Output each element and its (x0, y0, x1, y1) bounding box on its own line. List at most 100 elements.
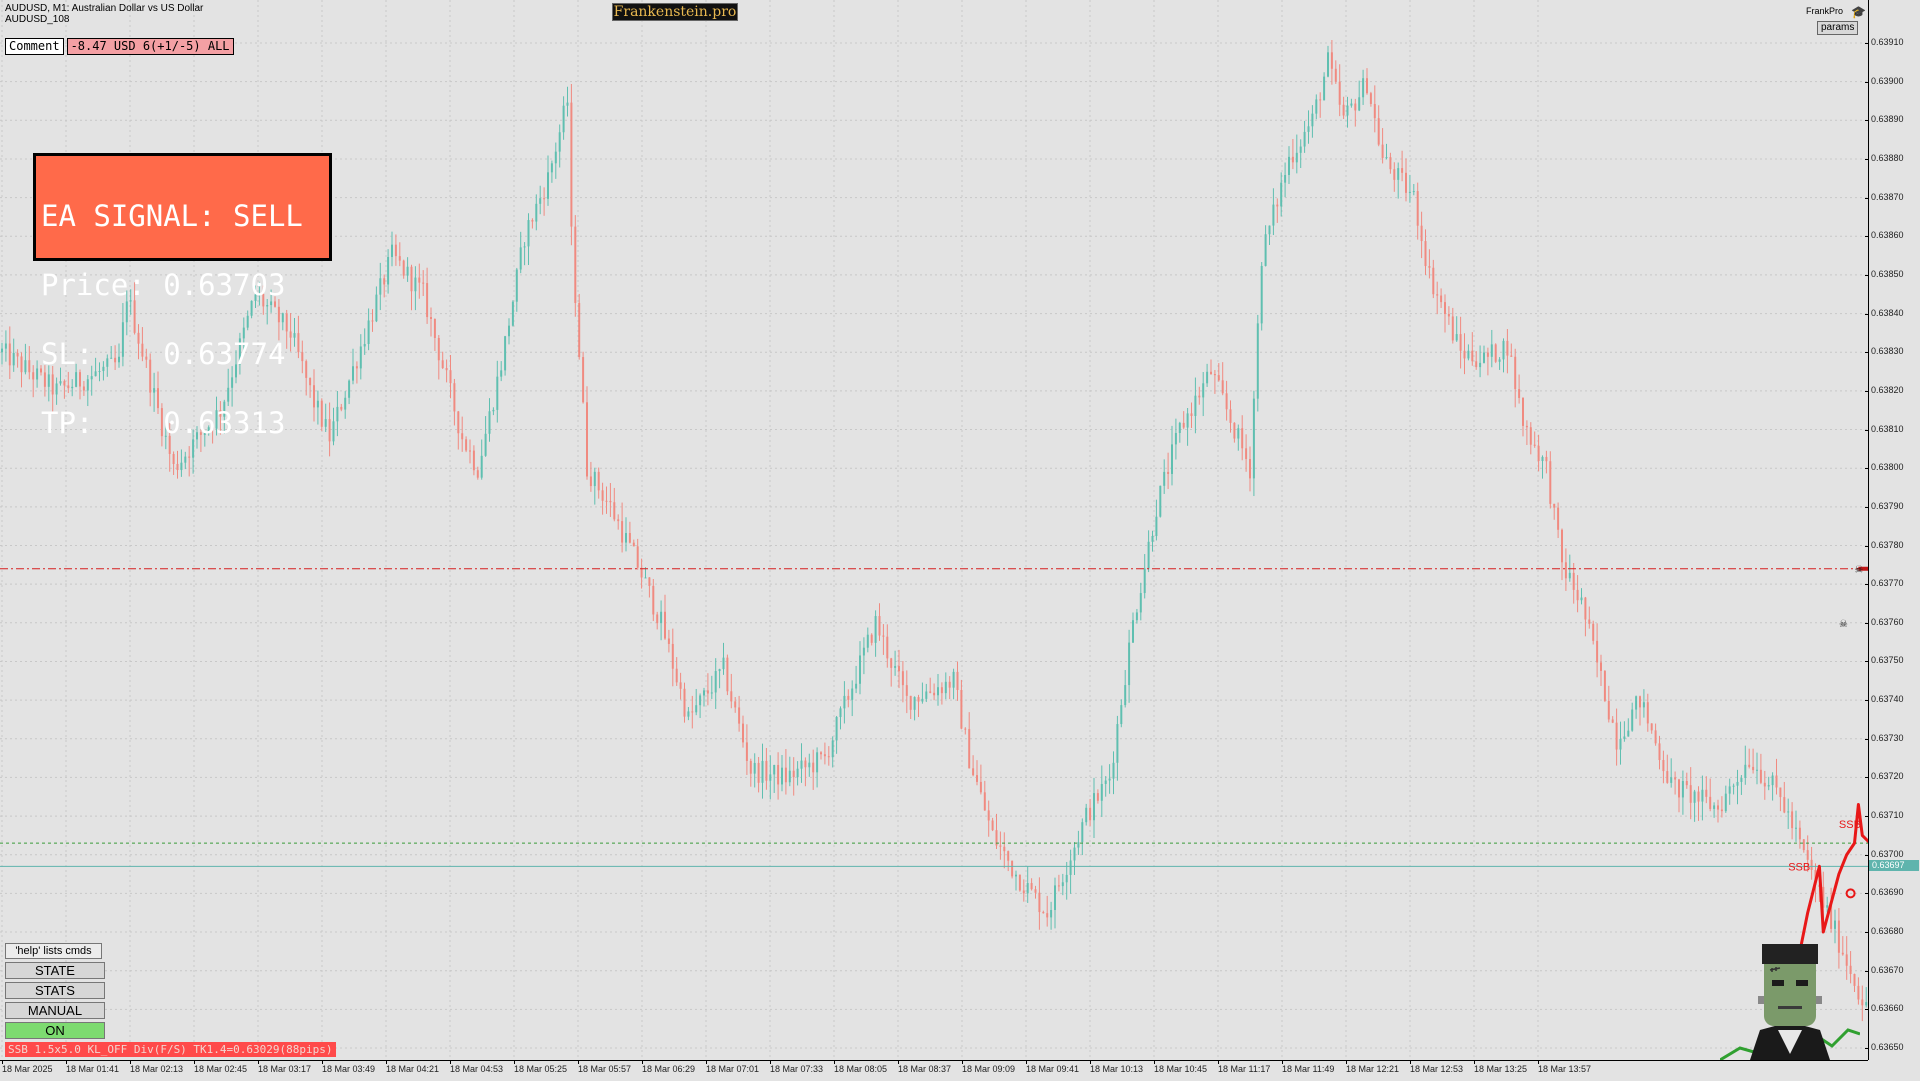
candle-body (1709, 796, 1712, 809)
candle-body (1783, 797, 1786, 813)
candle-body (1525, 425, 1528, 428)
price-tick-label: 0.63900 (1865, 75, 1904, 86)
candle-body (24, 360, 27, 373)
candle-body (1284, 174, 1287, 183)
candle-body (1186, 413, 1189, 428)
candle-body (1748, 764, 1751, 767)
candle-body (1713, 805, 1716, 809)
candle-body (718, 669, 721, 672)
candle-body (1662, 760, 1665, 772)
candle-body (1003, 846, 1006, 852)
candle-body (1678, 779, 1680, 798)
candle-body (297, 333, 300, 353)
candle-body (1303, 131, 1306, 147)
candle-body (157, 388, 159, 409)
price-tick-label: 0.63730 (1865, 732, 1904, 743)
candle-body (1389, 157, 1392, 170)
price-chart-area[interactable]: ☠ ☠ SSB SSB (0, 0, 1868, 1060)
price-axis[interactable]: 0.63910 0.63900 0.63890 0.63880 0.63870 0.638… (1865, 0, 1920, 1060)
candle-body (488, 411, 491, 434)
candle-body (925, 691, 928, 699)
candle-body (1611, 719, 1614, 723)
candle-body (1498, 359, 1501, 362)
candle-body (1717, 805, 1719, 810)
candle-body (1307, 126, 1310, 132)
candle-body (379, 278, 382, 295)
candle-body (613, 502, 616, 520)
candle-body (1537, 445, 1540, 462)
candle-body (917, 697, 920, 702)
candle-body (1670, 777, 1673, 783)
candle-body (465, 439, 468, 451)
candle-body (12, 352, 15, 366)
candle-body (1752, 766, 1755, 771)
candle-body (1674, 777, 1677, 780)
candle-body (1221, 380, 1224, 394)
candle-body (289, 331, 292, 338)
params-button[interactable]: params (1817, 21, 1859, 35)
candle-body (675, 668, 678, 683)
candle-body (418, 277, 421, 283)
candle-body (270, 301, 273, 306)
candle-body (301, 352, 304, 362)
state-button[interactable]: STATE (5, 962, 105, 979)
time-tick-label: 18 Mar 10:13 (1090, 1060, 1144, 1074)
candle-body (71, 386, 74, 389)
candle-body (570, 102, 573, 227)
skull-icon: ☠ (1854, 565, 1863, 576)
candle-body (1607, 700, 1610, 720)
signal-stop-loss: SL: 0.63774 (41, 337, 286, 371)
candle-body (1393, 169, 1396, 180)
time-axis[interactable]: 18 Mar 2025 18 Mar 01:41 18 Mar 02:13 18 Ma… (0, 1060, 1868, 1081)
candlestick-chart[interactable]: ☠ ☠ SSB SSB (0, 0, 1868, 1060)
candle-body (1689, 785, 1692, 803)
candle-body (710, 692, 713, 694)
candle-body (1061, 882, 1064, 887)
candle-body (51, 374, 54, 395)
candle-body (1802, 839, 1805, 851)
candle-body (453, 383, 456, 412)
candle-body (625, 533, 627, 543)
candle-body (387, 257, 390, 285)
time-tick-label: 18 Mar 05:25 (514, 1060, 568, 1074)
candle-body (504, 336, 507, 371)
candle-body (691, 711, 694, 713)
candle-body (1545, 456, 1548, 462)
stats-button[interactable]: STATS (5, 982, 105, 999)
candle-body (862, 647, 865, 656)
candle-body (667, 638, 670, 644)
candle-body (1093, 793, 1095, 821)
trade-exit-marker (1845, 888, 1856, 899)
candle-body (1522, 397, 1524, 426)
frankenstein-avatar (1720, 944, 1860, 1060)
price-tick-label: 0.63890 (1865, 114, 1904, 125)
candle-body (804, 760, 807, 768)
candle-body (539, 198, 542, 204)
comment-button[interactable]: Comment (5, 38, 64, 55)
candle-body (1350, 103, 1353, 106)
candle-body (882, 635, 885, 637)
candle-body (1011, 860, 1014, 877)
candle-body (203, 433, 206, 435)
candle-body (426, 283, 429, 318)
candle-body (1167, 471, 1170, 474)
candle-body (1280, 182, 1283, 207)
candle-body (352, 366, 354, 381)
candle-body (1420, 225, 1423, 242)
candle-body (976, 775, 978, 782)
candle-body (1330, 52, 1333, 69)
on-toggle-button[interactable]: ON (5, 1022, 105, 1039)
price-tick-label: 0.63760 (1865, 616, 1904, 627)
candle-body (1592, 623, 1595, 641)
candle-body (1483, 352, 1485, 363)
candle-body (1237, 428, 1240, 439)
candle-body (164, 435, 167, 437)
candle-body (944, 681, 947, 694)
candle-body (82, 386, 85, 391)
manual-button[interactable]: MANUAL (5, 1002, 105, 1019)
frankenstein-logo[interactable]: Frankenstein.pro (612, 3, 738, 21)
candle-body (430, 317, 432, 319)
candle-body (20, 356, 23, 373)
candle-body (1467, 350, 1470, 359)
candle-body (1479, 362, 1482, 368)
